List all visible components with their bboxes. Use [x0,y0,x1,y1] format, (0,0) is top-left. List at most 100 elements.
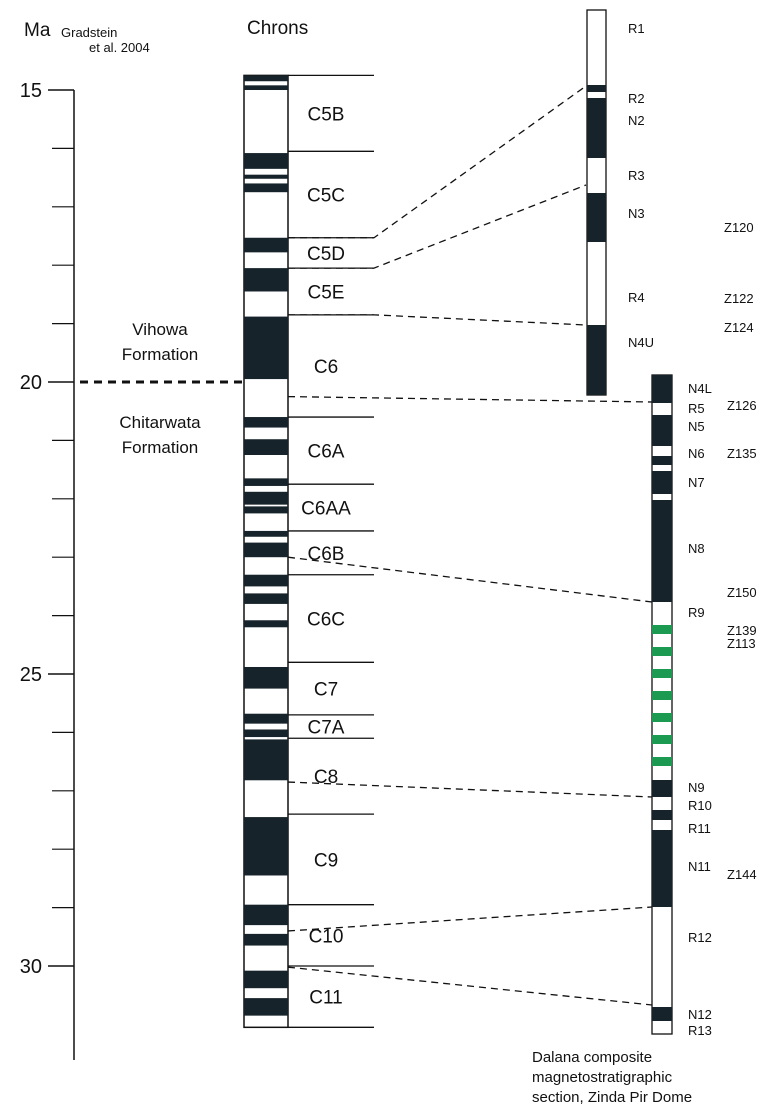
lower-green-band [652,691,672,700]
gpts-normal-interval [244,439,288,455]
lower-green-band [652,735,672,744]
gpts-normal-interval [244,491,288,505]
gpts-normal-interval [244,237,288,253]
gpts-normal-interval [244,85,288,90]
gpts-normal-interval [244,75,288,82]
chron-label: C6B [308,544,345,565]
lower-polarity-label: R5 [688,401,705,416]
section-caption-line1: Dalana composite [532,1049,652,1066]
upper-polarity-label: N4U [628,335,654,350]
upper-normal-interval [587,85,606,92]
lower-section-column [651,374,673,1035]
source-line1: Gradstein [61,25,117,40]
lower-normal-interval [652,415,672,446]
gpts-normal-interval [244,729,288,738]
correlation-line [288,314,587,326]
gpts-normal-interval [244,153,288,169]
chron-label: C5D [307,244,345,265]
correlation-line [288,184,587,269]
lower-polarity-label: N6 [688,446,705,461]
correlation-line [288,85,587,239]
gpts-normal-interval [244,970,288,989]
upper-polarity-label: R2 [628,91,645,106]
vihowa-formation-line1: Vihowa [132,320,188,339]
lower-polarity-label: N5 [688,419,705,434]
chrons-header: Chrons [247,18,308,39]
lower-normal-interval [652,810,672,820]
correlation-line [287,781,653,798]
lower-normal-interval [652,500,672,602]
gpts-normal-interval [244,713,288,724]
section-caption-line2: magnetostratigraphic [532,1069,673,1086]
lower-polarity-label: R13 [688,1023,712,1038]
age-axis-ticks: 15 20 25 30 [20,80,74,978]
chron-label: C7A [308,718,345,739]
chron-label: C10 [309,926,344,947]
upper-sample-label: Z124 [724,320,754,335]
gpts-normal-interval [244,174,288,179]
chron-label: C9 [314,850,338,871]
lower-sample-label: Z126 [727,398,757,413]
gpts-normal-interval [244,574,288,587]
upper-normal-interval [587,325,606,395]
lower-sample-label: Z150 [727,585,757,600]
lower-polarity-label: N8 [688,541,705,556]
upper-sample-label: Z122 [724,291,754,306]
lower-polarity-label: N4L [688,381,712,396]
lower-green-band [652,669,672,678]
gpts-normal-interval [244,417,288,428]
age-tick-label: 15 [20,80,42,102]
upper-sample-label: Z120 [724,220,754,235]
correlation-lines [287,85,653,1006]
lower-sample-label: Z135 [727,446,757,461]
lower-normal-interval [652,471,672,494]
chron-label: C6A [308,442,345,463]
lower-normal-interval [652,1007,672,1021]
source-line2: et al. 2004 [89,40,150,55]
gpts-normal-interval [244,506,288,514]
upper-normal-interval [587,98,606,158]
age-tick-label: 20 [20,372,42,394]
chitarwata-formation-line2: Formation [122,438,199,457]
gpts-normal-interval [244,542,288,558]
gpts-normal-interval [244,817,288,876]
upper-section-labels: R1 R2 N2 R3 N3 R4 N4U Z120 Z122 Z124 [628,21,754,350]
gpts-normal-interval [244,183,288,193]
lower-green-band [652,625,672,634]
lower-polarity-label: R10 [688,798,712,813]
lower-normal-interval [652,375,672,403]
lower-green-band [652,713,672,722]
lower-sample-label: Z139 [727,623,757,638]
chron-label: C11 [309,988,342,1009]
lower-normal-interval [652,456,672,465]
gpts-normal-interval [244,998,288,1016]
chron-label: C5C [307,186,345,207]
age-tick-label: 25 [20,664,42,686]
lower-sample-label: Z113 [727,636,756,651]
lower-polarity-label: N9 [688,780,705,795]
lower-polarity-label: N11 [688,859,711,874]
gpts-normal-interval [244,933,288,946]
gpts-normal-interval [244,316,288,380]
upper-polarity-label: N3 [628,206,645,221]
chron-label: C8 [314,767,338,788]
lower-polarity-label: N12 [688,1007,712,1022]
upper-polarity-label: R4 [628,290,645,305]
correlation-line [287,966,653,1006]
gpts-normal-interval [244,593,288,604]
upper-polarity-label: R1 [628,21,645,36]
gpts-normal-interval [244,530,288,537]
chron-label: C6AA [301,499,351,520]
gpts-normal-interval [244,620,288,628]
upper-normal-interval [587,193,606,242]
upper-polarity-label: R3 [628,168,645,183]
upper-polarity-label: N2 [628,113,645,128]
lower-green-band [652,757,672,766]
lower-sample-label: Z144 [727,867,757,882]
gpts-normal-interval [244,268,288,292]
lower-polarity-label: N7 [688,475,705,490]
chron-label: C5B [308,104,345,125]
chron-labels: C5B C5C C5D C5E C6 C6A C6AA C6B C6C C7 C7A C8 C9 C10 C… [301,104,351,1008]
